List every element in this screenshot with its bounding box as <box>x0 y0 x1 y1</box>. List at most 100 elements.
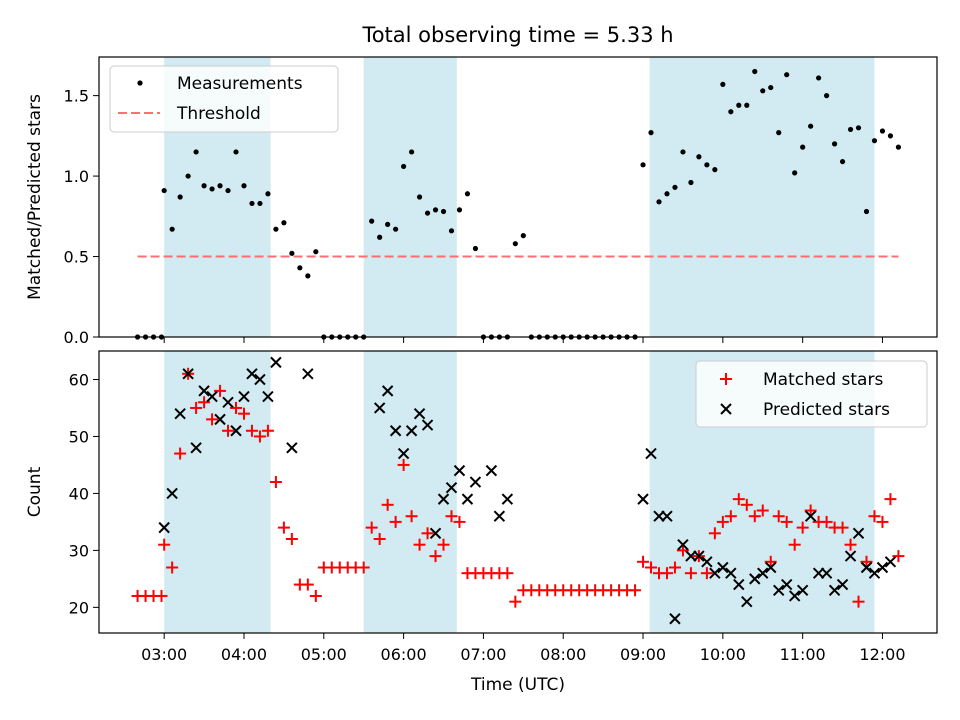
measurement-point <box>776 130 782 136</box>
predicted-star-point <box>453 464 466 477</box>
measurement-point <box>863 208 870 215</box>
predicted-star-point <box>637 493 649 505</box>
matched-star-point <box>261 424 274 437</box>
predicted-star-point <box>701 556 713 568</box>
matched-star-point <box>684 567 697 580</box>
matched-star-point <box>166 561 179 574</box>
predicted-star-point <box>661 510 673 522</box>
matched-star-point <box>637 555 650 568</box>
measurement-point <box>847 126 854 133</box>
measurement-point <box>704 162 710 168</box>
matched-star-point <box>501 567 514 580</box>
measurement-point <box>808 123 814 129</box>
matched-star-point <box>780 515 793 528</box>
measurement-point <box>816 75 822 81</box>
matched-star-point <box>892 550 905 563</box>
measurement-point <box>792 170 798 176</box>
measurements-legend-label: Measurements <box>177 74 303 94</box>
predicted-star-point <box>302 368 314 380</box>
x-tick-label: 08:00 <box>540 645 586 664</box>
predicted-star-point <box>230 425 242 437</box>
x-tick-label: 12:00 <box>859 645 905 664</box>
matched-star-point <box>365 521 378 534</box>
matched-star-point <box>629 584 642 597</box>
matched-star-point <box>405 510 418 523</box>
matched-star-point <box>309 589 322 602</box>
measurement-point <box>369 218 375 224</box>
matched-star-point <box>155 589 168 602</box>
matched-star-point <box>357 561 370 574</box>
matched-star-point <box>788 538 801 551</box>
predicted-star-point <box>445 482 458 494</box>
matched-star-point <box>668 561 681 574</box>
matched-star-point <box>429 550 442 563</box>
matched-star-point <box>772 510 785 523</box>
matched-star-point <box>740 498 753 511</box>
matched-star-point <box>214 384 227 397</box>
predicted-star-point <box>389 425 402 437</box>
bottom-legend-box <box>695 360 928 428</box>
predicted-star-point <box>190 442 202 454</box>
predicted-star-point <box>757 567 769 579</box>
predicted-star-point <box>421 419 434 431</box>
star-count-points <box>131 356 905 625</box>
bottom-panel: 20 30 40 50 60 03:00 04:00 05:00 06:00 07:00 08:0… <box>25 350 938 695</box>
measurement-point <box>855 125 862 131</box>
measurement-point <box>289 250 295 256</box>
predicted-star-point <box>645 447 657 460</box>
matched-star-point <box>269 476 282 489</box>
matched-star-point <box>245 424 258 437</box>
matched-star-point <box>445 510 458 523</box>
measurement-point <box>241 183 247 189</box>
y-tick-label: 20 <box>69 598 89 617</box>
measurement-point <box>385 221 391 227</box>
predicted-star-point <box>405 425 418 437</box>
measurement-point <box>408 149 415 155</box>
measurement-point <box>225 187 231 194</box>
matched-star-point <box>876 515 889 528</box>
measurement-point <box>265 191 271 197</box>
predicted-star-point <box>238 390 250 403</box>
y-tick-label: 0.0 <box>64 328 89 347</box>
matched-star-point <box>285 533 298 545</box>
predicted-star-point <box>198 385 210 397</box>
measurement-point <box>193 149 199 155</box>
predicted-star-point <box>669 613 681 625</box>
predicted-star-point <box>246 368 258 380</box>
measurement-point <box>768 84 774 91</box>
predicted-star-point <box>222 396 234 408</box>
measurement-point <box>871 138 878 144</box>
measurement-point <box>377 234 383 240</box>
predicted-star-point <box>174 407 186 420</box>
threshold-legend-label: Threshold <box>176 104 261 124</box>
predicted-star-point <box>788 590 801 602</box>
matched-star-point <box>708 527 721 540</box>
measurement-point <box>895 144 902 150</box>
predicted-star-point <box>765 561 777 574</box>
measurement-point <box>640 162 646 168</box>
chart-title: Total observing time = 5.33 h <box>361 23 673 47</box>
predicted-star-point <box>437 493 450 505</box>
measurement-point <box>297 265 303 271</box>
matched-star-point <box>397 458 410 471</box>
predicted-star-point <box>270 356 282 369</box>
measurement-point <box>448 228 455 234</box>
measurement-point <box>688 179 694 186</box>
matched-star-point <box>222 424 235 437</box>
matched-star-point <box>748 510 761 523</box>
predicted-star-point <box>733 578 745 591</box>
matched-star-point <box>884 493 897 506</box>
measurement-point <box>169 226 175 232</box>
top-legend: Measurements Threshold <box>109 65 339 133</box>
measurement-point <box>177 194 183 200</box>
predicted-star-point <box>780 578 793 591</box>
measurement-point <box>887 133 894 139</box>
measurement-point <box>424 210 431 216</box>
matched-star-point <box>844 538 857 551</box>
matched-star-point <box>230 401 243 414</box>
predicted-star-point <box>381 385 394 397</box>
observing-interval <box>363 57 457 337</box>
predicted-star-point <box>413 407 426 420</box>
y-tick-label: 60 <box>69 370 89 389</box>
predicted-star-point <box>852 527 865 540</box>
